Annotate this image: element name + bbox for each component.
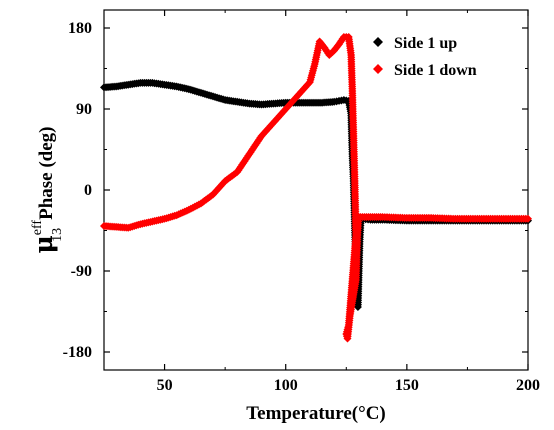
y-tick-label: -90 <box>71 263 92 280</box>
y-axis-title-superscript: eff <box>30 220 45 236</box>
y-axis-title-symbol: μ <box>29 235 58 253</box>
legend-label: Side 1 up <box>394 35 457 52</box>
x-tick-label: 100 <box>274 377 298 394</box>
y-axis: 180 90 0 -90 -180 <box>63 20 528 361</box>
x-tick-label: 150 <box>395 377 419 394</box>
legend-marker <box>373 64 383 74</box>
data-point <box>524 214 532 223</box>
legend-label: Side 1 down <box>394 62 477 79</box>
y-axis-title-subscript: 13 <box>50 228 65 242</box>
y-tick-label: 90 <box>76 101 92 118</box>
y-tick-label: -180 <box>63 344 92 361</box>
legend-marker <box>373 37 383 47</box>
y-tick-label: 0 <box>84 182 92 199</box>
series-side-1-up <box>100 78 532 311</box>
series-side-1-down <box>100 33 532 343</box>
x-tick-label: 200 <box>516 377 540 394</box>
series-layer <box>100 33 532 343</box>
y-axis-title: μeff 13 Phase (deg) <box>29 126 65 253</box>
y-tick-label: 180 <box>68 20 92 37</box>
legend: Side 1 up Side 1 down <box>373 35 477 79</box>
x-axis: 50 100 150 200 <box>103 10 540 394</box>
x-tick-label: 50 <box>157 377 173 394</box>
x-axis-title: Temperature(°C) <box>246 403 386 424</box>
y-axis-title-text: Phase (deg) <box>36 126 57 219</box>
